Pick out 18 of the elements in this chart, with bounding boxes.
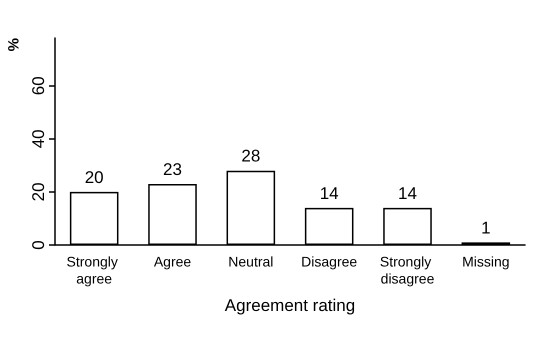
y-tick-label: 0 <box>29 240 48 250</box>
data-label: 1 <box>481 218 491 238</box>
data-label: 14 <box>398 184 417 203</box>
data-label: 14 <box>320 184 339 203</box>
data-label: 23 <box>163 160 182 179</box>
x-tick-label: Strongly agree <box>66 254 122 286</box>
y-axis-title: % <box>6 38 22 52</box>
x-tick-label: Strongly disagree <box>380 254 436 286</box>
x-tick-label: Agree <box>154 254 192 270</box>
x-tick-label: Neutral <box>228 254 274 270</box>
data-label: 28 <box>241 146 260 166</box>
y-tick-label: 20 <box>29 182 48 202</box>
y-tick-label: 60 <box>29 76 48 96</box>
x-tick-label: Disagree <box>301 254 358 270</box>
x-axis-title: Agreement rating <box>224 296 356 315</box>
x-tick-label: Missing <box>462 254 510 270</box>
data-label: 20 <box>84 168 104 187</box>
y-tick-label: 40 <box>29 129 48 148</box>
